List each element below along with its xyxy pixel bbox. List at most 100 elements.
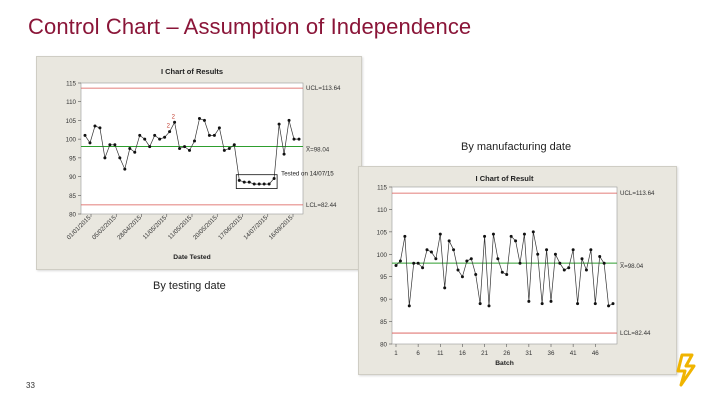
ucl-label: UCL=113.64 xyxy=(306,85,341,92)
data-point xyxy=(598,255,602,259)
data-point xyxy=(148,145,152,149)
center-label: X̅=98.04 xyxy=(620,263,644,270)
data-point xyxy=(267,182,271,186)
data-point xyxy=(123,167,127,171)
data-point xyxy=(500,270,504,274)
data-point xyxy=(549,299,553,303)
data-point xyxy=(536,252,540,256)
y-tick-label: 115 xyxy=(377,185,387,192)
data-point xyxy=(531,230,535,234)
x-tick-label: 11/05/2015 xyxy=(142,214,169,241)
data-point xyxy=(153,133,157,137)
data-point xyxy=(407,304,411,308)
point-test-label: 2 xyxy=(172,114,176,120)
data-point xyxy=(553,252,557,256)
x-tick-label: 21 xyxy=(481,350,488,357)
data-point xyxy=(202,118,206,122)
data-point xyxy=(158,137,162,141)
data-point xyxy=(580,257,584,261)
data-point xyxy=(192,139,196,143)
data-point xyxy=(514,239,518,243)
data-point xyxy=(297,137,301,141)
y-tick-label: 105 xyxy=(66,118,77,125)
data-point xyxy=(505,272,509,276)
data-point xyxy=(212,133,216,137)
y-tick-label: 90 xyxy=(69,174,76,181)
chart-title: I Chart of Results xyxy=(161,67,223,76)
data-point xyxy=(429,250,433,254)
data-point xyxy=(287,118,291,122)
data-point xyxy=(168,130,172,134)
data-point xyxy=(403,234,407,238)
y-tick-label: 100 xyxy=(66,137,77,144)
data-point xyxy=(540,302,544,306)
x-axis-label: Date Tested xyxy=(173,254,210,261)
x-tick-label: 1 xyxy=(394,350,398,357)
data-point xyxy=(237,178,241,182)
data-point xyxy=(456,268,460,272)
lcl-label: LCL=82.44 xyxy=(306,202,337,209)
company-logo-icon xyxy=(676,353,696,387)
page-number: 33 xyxy=(26,381,35,390)
data-point xyxy=(128,147,132,150)
data-point xyxy=(394,264,398,267)
data-point xyxy=(88,141,92,145)
y-tick-label: 80 xyxy=(69,212,76,219)
i-chart-manufacturing-svg: I Chart of Result 80 85 90 95 100 105 110 115 UCL… xyxy=(377,174,655,367)
data-point xyxy=(227,147,231,150)
x-tick-label: 16 xyxy=(459,350,466,357)
data-point xyxy=(103,156,107,160)
data-point xyxy=(83,133,87,137)
data-point xyxy=(217,126,221,130)
data-point xyxy=(292,137,296,141)
data-point xyxy=(143,137,147,141)
data-point xyxy=(173,120,177,124)
data-point xyxy=(232,143,236,147)
y-tick-label: 100 xyxy=(377,252,388,259)
center-label: X̅=98.04 xyxy=(306,146,330,153)
x-tick-label: 05/02/2015 xyxy=(91,214,118,241)
data-point xyxy=(571,248,575,252)
x-tick-label: 16/09/2015 xyxy=(268,214,295,241)
x-tick-label: 41 xyxy=(570,350,577,357)
data-point xyxy=(611,302,615,306)
slide-title: Control Chart – Assumption of Independen… xyxy=(28,14,472,39)
lcl-label: LCL=82.44 xyxy=(620,330,651,337)
y-tick-label: 95 xyxy=(380,274,387,281)
data-point xyxy=(491,232,495,236)
data-point xyxy=(133,150,137,154)
data-point xyxy=(576,302,580,306)
data-point xyxy=(469,257,473,261)
data-point xyxy=(282,152,286,156)
data-point xyxy=(178,147,182,150)
i-chart-testing-svg: I Chart of Results 80 85 90 95 100 105 110 115 UC… xyxy=(66,67,341,261)
data-point xyxy=(509,234,513,238)
data-point xyxy=(558,261,562,265)
ucl-label: UCL=113.64 xyxy=(620,190,655,197)
plot-area xyxy=(80,82,304,215)
data-point xyxy=(163,135,167,139)
data-point xyxy=(93,124,97,128)
x-tick-label: 20/05/2015 xyxy=(192,214,219,241)
y-tick-label: 110 xyxy=(377,207,387,214)
data-point xyxy=(108,143,112,147)
data-point xyxy=(421,266,425,270)
data-point xyxy=(438,232,442,236)
data-point xyxy=(527,299,531,303)
x-tick-label: 36 xyxy=(548,350,555,357)
data-point xyxy=(188,148,192,152)
x-axis-label: Batch xyxy=(495,360,514,367)
y-tick-label: 110 xyxy=(66,99,76,106)
data-point xyxy=(589,248,593,252)
data-point xyxy=(113,143,117,147)
data-point xyxy=(545,248,549,252)
data-point xyxy=(398,259,402,263)
data-point xyxy=(425,248,429,252)
y-tick-label: 95 xyxy=(69,155,76,162)
data-point xyxy=(197,117,201,121)
y-tick-label: 85 xyxy=(69,193,76,200)
y-tick-label: 80 xyxy=(380,342,387,349)
plot-area xyxy=(391,186,618,345)
data-point xyxy=(460,275,464,279)
data-point xyxy=(584,268,588,272)
